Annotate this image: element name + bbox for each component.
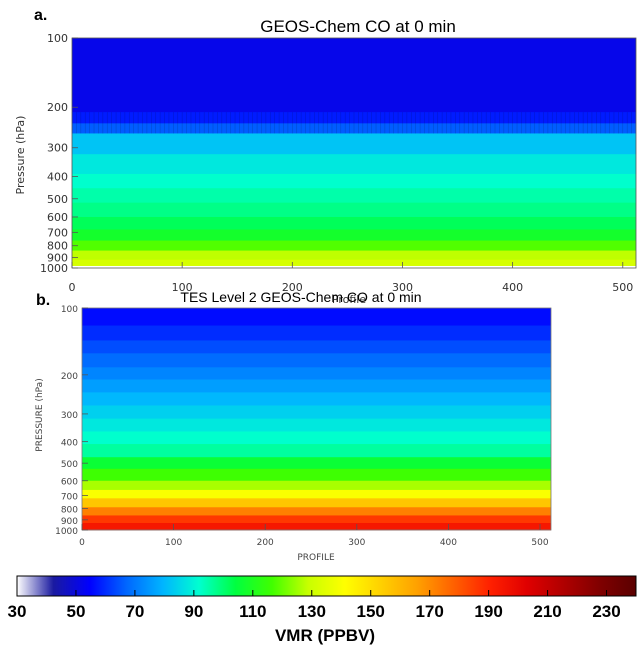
y-tick-label: 300: [47, 142, 68, 155]
heatmap-cell: [72, 38, 636, 113]
heatmap-cell: [72, 133, 636, 155]
heatmap-cell: [82, 325, 551, 341]
y-tick-label: 500: [61, 460, 78, 470]
heatmap-cell: [72, 229, 636, 241]
colorbar: [16, 575, 637, 597]
y-tick-label: 100: [47, 32, 68, 45]
heatmap-cell: [82, 379, 551, 393]
heatmap-cell: [72, 154, 636, 175]
y-tick-label: 800: [47, 240, 68, 253]
panel-a-xlabel: Profile: [332, 293, 366, 306]
x-tick-label: 400: [440, 538, 457, 548]
colorbar-tick-label: 190: [474, 602, 502, 621]
y-tick-label: 700: [61, 493, 78, 503]
heatmap-cell: [72, 112, 636, 124]
heatmap-cell: [82, 468, 551, 482]
heatmap-cell: [72, 265, 636, 269]
y-tick-label: 900: [61, 517, 78, 527]
colorbar-label: VMR (PPBV): [275, 626, 375, 645]
heatmap-cell: [82, 353, 551, 368]
heatmap-cell: [82, 480, 551, 491]
heatmap-cell: [82, 405, 551, 420]
x-tick-label: 100: [172, 281, 193, 294]
x-tick-label: 200: [257, 538, 274, 548]
x-tick-label: 500: [531, 538, 548, 548]
panel-b-label: b.: [36, 292, 50, 309]
colorbar-tick-label: 50: [66, 602, 85, 621]
heatmap-cell: [82, 308, 551, 326]
colorbar-ticks: 30 50 70 90 110 130 150 170 190 210 230: [8, 590, 621, 621]
colorbar-tick-label: 210: [533, 602, 561, 621]
panel-b-title: TES Level 2 GEOS-Chem CO at 0 min: [180, 289, 421, 305]
heatmap-cell: [72, 216, 636, 230]
y-tick-label: 400: [61, 439, 78, 449]
y-tick-label: 800: [61, 505, 78, 515]
colorbar-tick-label: 110: [239, 602, 266, 621]
y-tick-label: 200: [47, 101, 68, 114]
y-tick-label: 200: [61, 372, 78, 382]
x-tick-label: 400: [502, 281, 523, 294]
colorbar-tick-label: 30: [8, 602, 27, 621]
heatmap-cell: [82, 340, 551, 354]
x-tick-label: 300: [348, 538, 365, 548]
heatmap-cell: [82, 523, 551, 531]
panel-a-label: a.: [34, 7, 47, 24]
colorbar-tick-label: 130: [298, 602, 326, 621]
panel-b-ylabel: PRESSURE (hPa): [35, 378, 45, 451]
heatmap-cell: [72, 202, 636, 218]
colorbar-tick-label: 230: [592, 602, 620, 621]
heatmap-cell: [82, 367, 551, 380]
y-tick-label: 600: [47, 211, 68, 224]
x-tick-label: 100: [165, 538, 182, 548]
x-tick-label: 200: [282, 281, 303, 294]
x-tick-label: 500: [612, 281, 633, 294]
heatmap-cell: [82, 457, 551, 470]
panel-b-xlabel: PROFILE: [297, 553, 335, 563]
heatmap-cell: [82, 444, 551, 458]
heatmap-cell: [82, 498, 551, 508]
panel-a-heatmap: [71, 38, 636, 269]
colorbar-tick-label: 70: [125, 602, 144, 621]
y-tick-label: 100: [61, 305, 78, 315]
panel-a-title: GEOS-Chem CO at 0 min: [260, 17, 456, 36]
y-tick-label: 700: [47, 226, 68, 239]
heatmap-cell: [82, 431, 551, 445]
heatmap-cell: [82, 489, 551, 499]
heatmap-cell: [72, 173, 636, 189]
panel-b-heatmap: [82, 308, 551, 531]
heatmap-cell: [82, 507, 551, 516]
colorbar-tick-label: 90: [184, 602, 203, 621]
y-tick-label: 500: [47, 193, 68, 206]
y-tick-label: 1000: [40, 262, 68, 275]
x-tick-label: 300: [392, 281, 413, 294]
heatmap-cell: [82, 418, 551, 432]
y-tick-label: 900: [47, 251, 68, 264]
y-tick-label: 600: [61, 478, 78, 488]
heatmap-cell: [72, 188, 636, 204]
colorbar-tick-label: 170: [415, 602, 443, 621]
y-tick-label: 400: [47, 170, 68, 183]
panel-a-ylabel: Pressure (hPa): [14, 116, 27, 195]
x-tick-label: 0: [69, 281, 76, 294]
panel-b-plot-frame: [81, 307, 552, 531]
heatmap-cell: [72, 259, 636, 267]
heatmap-cell: [82, 392, 551, 406]
y-tick-label: 300: [61, 411, 78, 421]
x-tick-label: 0: [79, 538, 85, 548]
heatmap-cell: [72, 250, 636, 261]
y-tick-label: 1000: [55, 527, 78, 537]
heatmap-cell: [82, 515, 551, 524]
heatmap-cell: [72, 123, 636, 134]
colorbar-tick-label: 150: [357, 602, 385, 621]
heatmap-cell: [72, 240, 636, 251]
panel-a-plot-frame: [71, 37, 637, 269]
